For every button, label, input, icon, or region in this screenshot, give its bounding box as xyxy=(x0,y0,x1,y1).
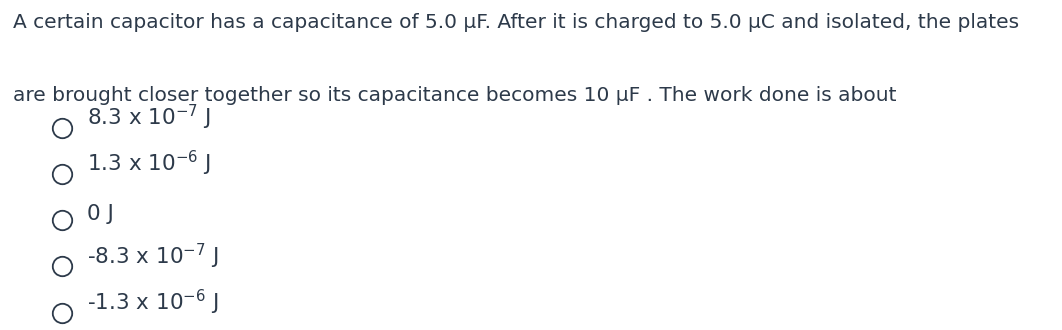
Text: -8.3 x 10$^{-7}$ J: -8.3 x 10$^{-7}$ J xyxy=(87,242,219,271)
Text: are brought closer together so its capacitance becomes 10 μF . The work done is : are brought closer together so its capac… xyxy=(13,86,896,105)
Text: 1.3 x 10$^{-6}$ J: 1.3 x 10$^{-6}$ J xyxy=(87,149,211,178)
Text: 8.3 x 10$^{-7}$ J: 8.3 x 10$^{-7}$ J xyxy=(87,103,211,132)
Text: -1.3 x 10$^{-6}$ J: -1.3 x 10$^{-6}$ J xyxy=(87,288,219,317)
Text: A certain capacitor has a capacitance of 5.0 μF. After it is charged to 5.0 μC a: A certain capacitor has a capacitance of… xyxy=(13,13,1018,32)
Text: 0 J: 0 J xyxy=(87,204,114,224)
